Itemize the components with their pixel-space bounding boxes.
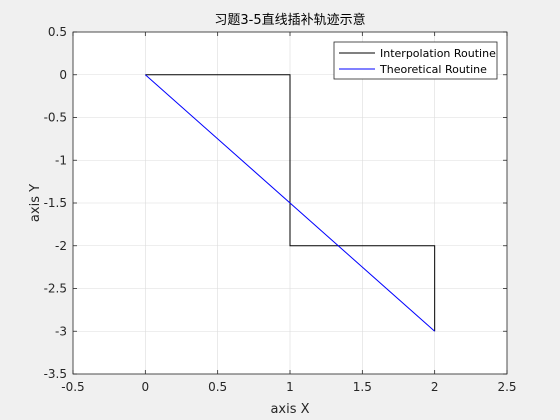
- y-tick-label: -2: [55, 239, 67, 253]
- chart-title: 习题3-5直线插补轨迹示意: [214, 12, 365, 28]
- y-tick-label: -1.5: [44, 196, 67, 210]
- tick-layer: [72, 31, 508, 375]
- series-line-0: [145, 74, 436, 332]
- y-tick-labels: -3.5 -3 -2.5 -2 -1.5 -1 -0.5 0 0.5: [44, 25, 67, 381]
- series-line-1: [144, 74, 436, 332]
- y-tick-label: -2.5: [44, 282, 67, 296]
- legend-items: Interpolation Routine Theoretical Routine: [339, 47, 496, 76]
- legend-label-1: Theoretical Routine: [379, 63, 487, 76]
- y-tick-label: 0.5: [48, 25, 67, 39]
- y-tick-label: -0.5: [44, 111, 67, 125]
- legend-label-0: Interpolation Routine: [380, 47, 496, 60]
- y-tick-label: -3.5: [44, 367, 67, 381]
- legend: Interpolation Routine Theoretical Routine: [333, 41, 498, 80]
- x-tick-label: -0.5: [61, 380, 84, 394]
- series-layer: [144, 74, 436, 332]
- x-tick-label: 1.5: [353, 380, 372, 394]
- y-tick-label: -3: [55, 324, 67, 338]
- x-tick-label: 1: [286, 380, 294, 394]
- x-tick-label: 2: [431, 380, 439, 394]
- x-tick-label: 2.5: [497, 380, 516, 394]
- y-axis-label: axis Y: [28, 184, 43, 222]
- x-tick-labels: -0.5 0 0.5 1 1.5 2 2.5: [61, 380, 516, 394]
- y-tick-label: -1: [55, 153, 67, 167]
- x-tick-label: 0: [142, 380, 150, 394]
- x-axis-label: axis X: [270, 402, 309, 417]
- legend-box: [333, 41, 498, 80]
- x-tick-label: 0.5: [208, 380, 227, 394]
- y-tick-label: 0: [59, 68, 67, 82]
